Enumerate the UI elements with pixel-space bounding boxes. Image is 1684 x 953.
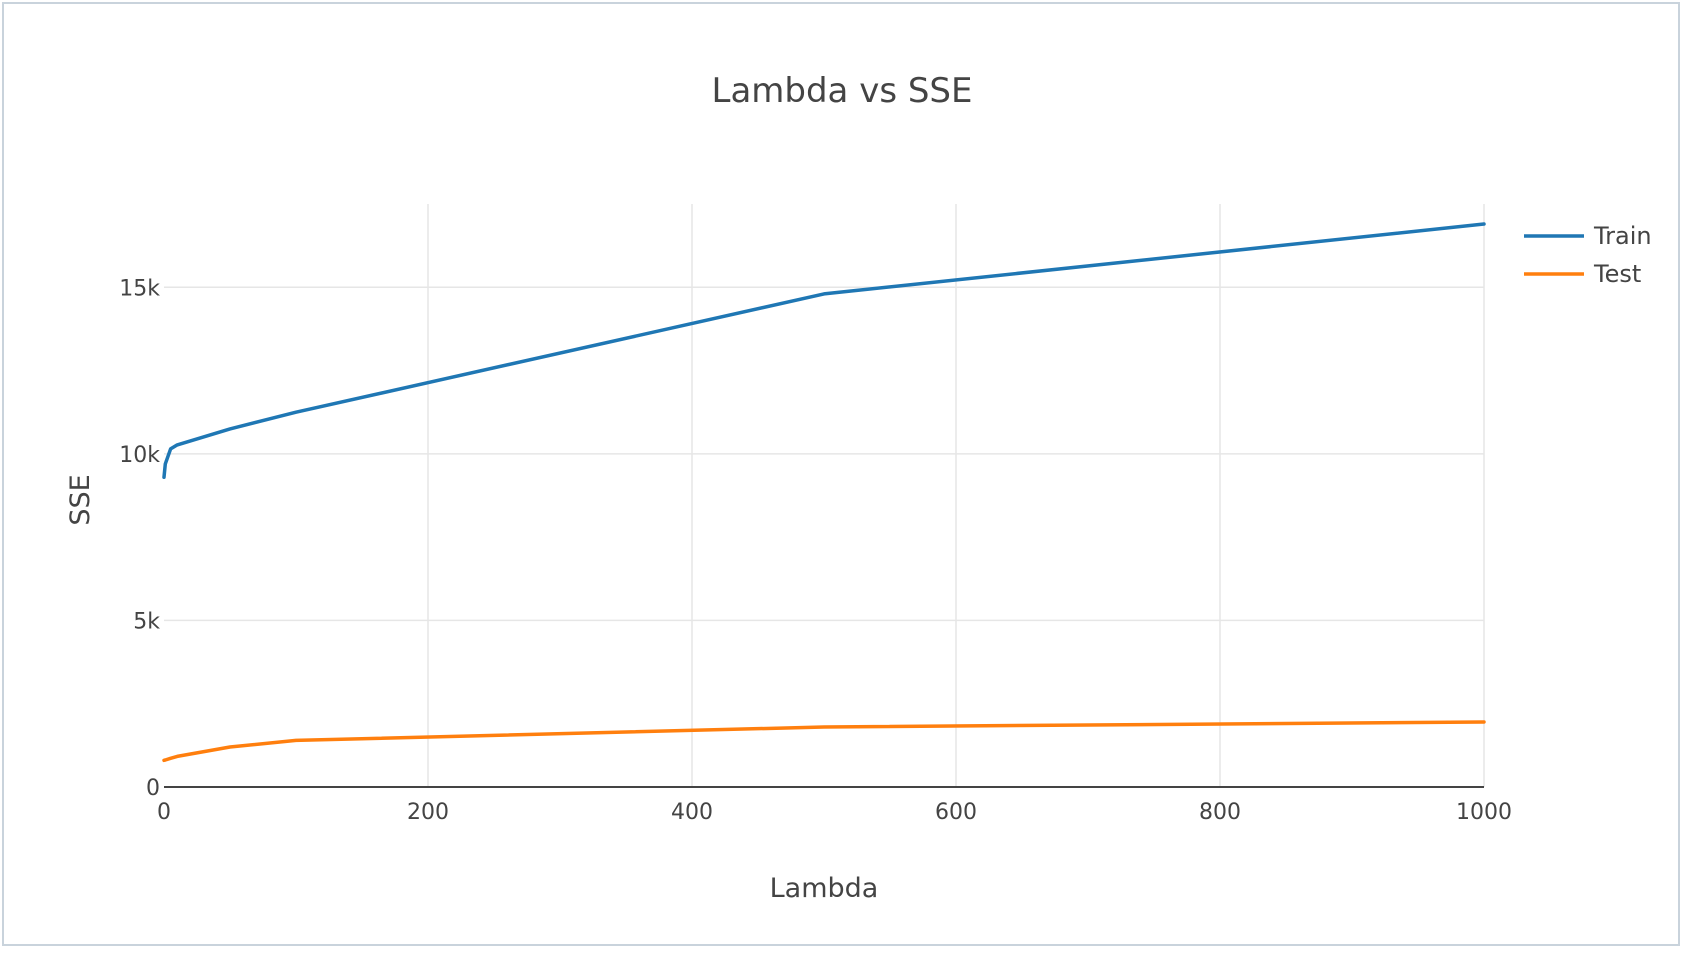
chart-title: Lambda vs SSE: [712, 71, 973, 111]
x-tick-label: 800: [1199, 800, 1241, 825]
legend-label-train: Train: [1593, 222, 1652, 250]
line-chart: 0 200 400 600 800 1000 0 5k 10k 15k Lambda vs SS…: [65, 71, 1652, 904]
x-tick-label: 1000: [1456, 800, 1512, 825]
series-layer: [162, 222, 1486, 763]
legend: Train Test: [1524, 222, 1652, 288]
series-line-train: [162, 222, 1486, 479]
y-tick-label: 10k: [119, 443, 160, 468]
y-tick-label: 15k: [119, 276, 160, 301]
x-tick-label: 400: [671, 800, 713, 825]
x-tick-label: 600: [935, 800, 977, 825]
grid-lines: [164, 204, 1485, 787]
y-axis: 0 5k 10k 15k: [119, 276, 160, 801]
legend-label-test: Test: [1593, 260, 1641, 288]
x-tick-label: 0: [157, 800, 171, 825]
x-tick-label: 200: [407, 800, 449, 825]
x-axis: 0 200 400 600 800 1000: [157, 786, 1512, 825]
y-tick-label: 5k: [133, 609, 160, 634]
y-tick-label: 0: [146, 776, 160, 801]
series-line-test: [162, 720, 1486, 763]
x-axis-title: Lambda: [770, 873, 879, 904]
y-axis-title: SSE: [65, 474, 96, 525]
